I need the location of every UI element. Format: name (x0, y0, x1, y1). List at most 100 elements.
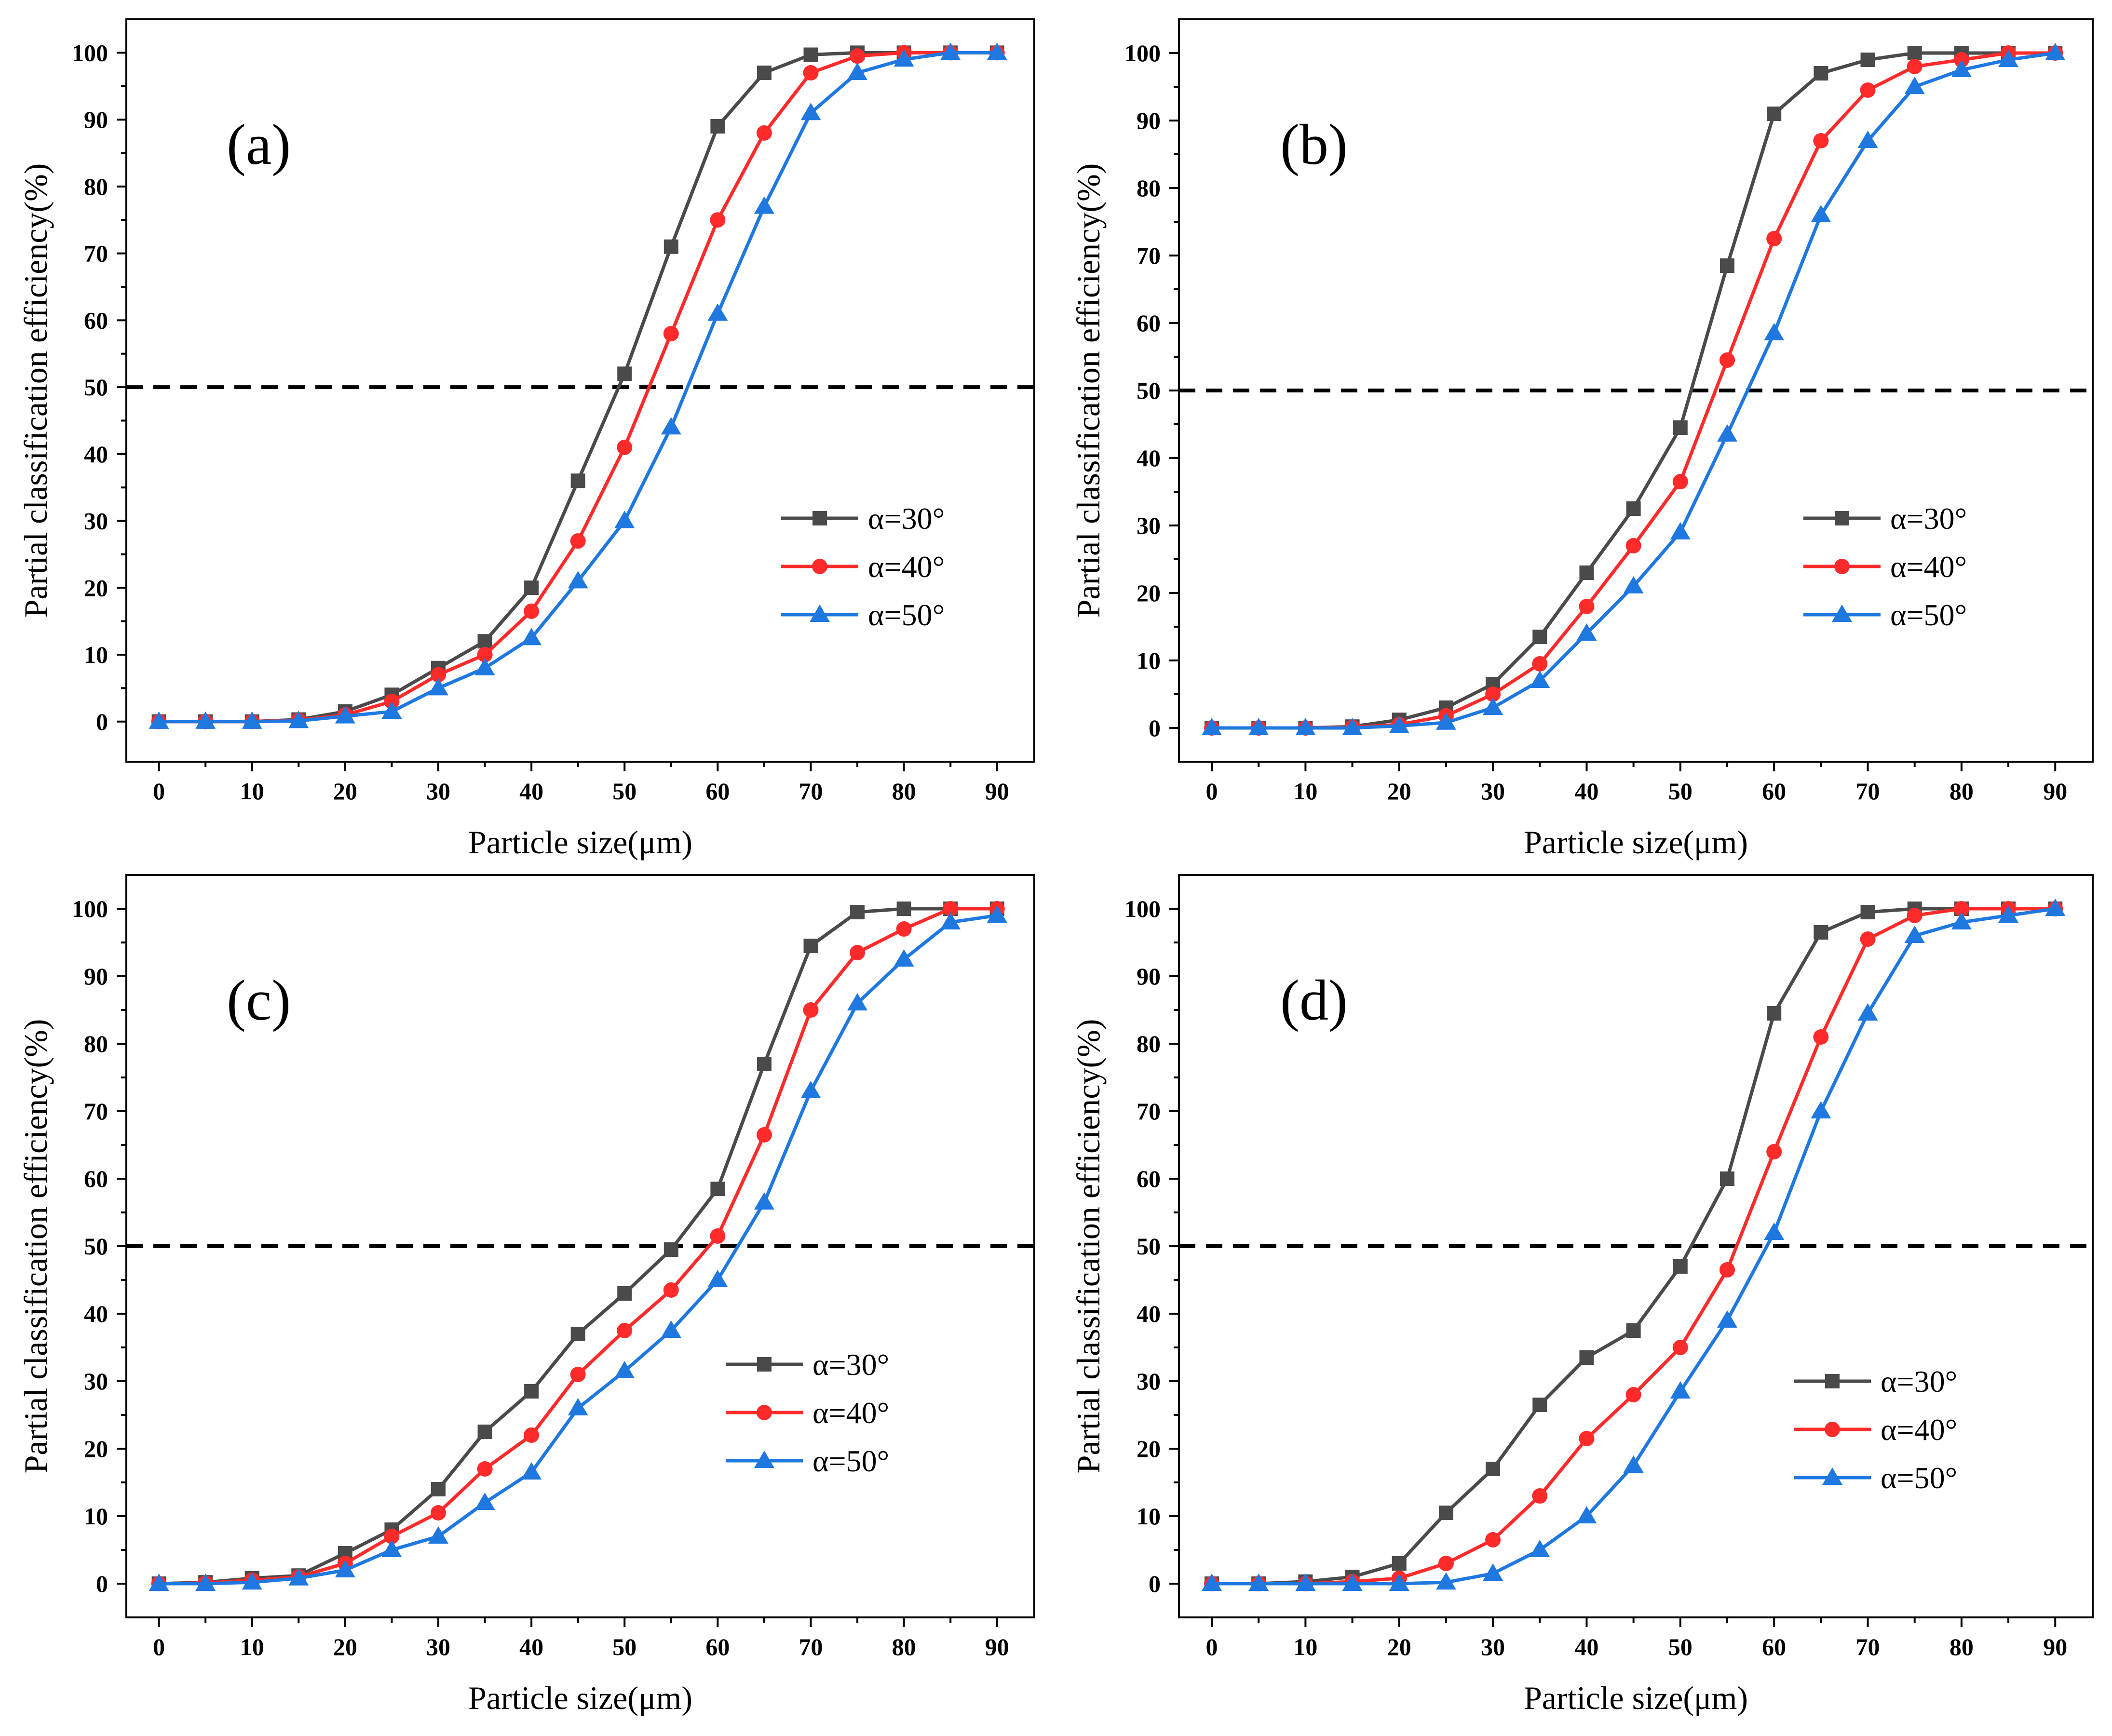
data-point-alpha50 (288, 711, 309, 728)
data-point-alpha30 (1720, 258, 1734, 273)
data-point-alpha40 (570, 533, 586, 549)
data-point-alpha30 (757, 1057, 772, 1071)
data-point-alpha50 (521, 1462, 542, 1480)
data-point-alpha50 (754, 1192, 774, 1210)
x-tick-label: 80 (892, 778, 916, 805)
y-axis-title: Partial classification efficiency(%) (1070, 163, 1107, 618)
data-point-alpha40 (1907, 908, 1922, 923)
data-point-alpha50 (707, 303, 728, 321)
data-point-alpha40 (1719, 352, 1735, 368)
data-point-alpha40 (1813, 1029, 1829, 1045)
data-point-alpha40 (850, 48, 866, 64)
data-point-alpha30 (1860, 905, 1875, 919)
data-point-alpha50 (2045, 43, 2066, 60)
plot-frame (125, 18, 1035, 763)
y-tick-label: 90 (84, 106, 108, 133)
y-tick-label: 30 (1137, 1368, 1161, 1395)
x-tick-label: 60 (705, 1633, 730, 1660)
data-point-alpha40 (1579, 1431, 1595, 1446)
data-point-alpha50 (521, 628, 542, 646)
data-point-alpha40 (943, 901, 959, 916)
data-point-alpha50 (661, 417, 681, 435)
y-tick-label: 90 (84, 963, 108, 990)
data-point-alpha30 (524, 580, 539, 595)
data-point-alpha50 (1389, 1574, 1409, 1591)
data-point-alpha50 (1811, 205, 1831, 222)
data-point-alpha50 (1576, 623, 1597, 641)
data-point-alpha50 (1764, 323, 1785, 340)
data-point-alpha40 (430, 1505, 446, 1521)
data-point-alpha30 (1720, 1171, 1734, 1186)
data-point-alpha50 (940, 912, 961, 929)
data-point-alpha30 (1767, 1006, 1782, 1021)
y-tick-label: 70 (84, 240, 108, 267)
data-point-alpha50 (1904, 77, 1925, 94)
data-point-alpha30 (431, 1482, 446, 1496)
y-tick-label: 20 (84, 1435, 108, 1462)
legend: α=30° α=40° α=50° (1794, 1364, 1957, 1495)
data-point-alpha40 (756, 125, 772, 141)
x-axis-title: Particle size(μm) (468, 1680, 692, 1716)
data-point-alpha30 (803, 47, 818, 62)
data-point-alpha50 (1483, 1563, 1503, 1581)
data-point-alpha50 (1623, 1455, 1644, 1473)
data-point-alpha50 (1248, 1574, 1269, 1591)
x-axis-title: Particle size(μm) (468, 824, 692, 861)
legend-label-alpha50: α=50° (812, 1444, 889, 1478)
data-point-alpha30 (710, 119, 725, 134)
chart-panel-2: 0 10 20 30 40 50 60 70 80 90 0 10 20 30 40 50 60 70 80 90 10… (1070, 18, 2094, 861)
data-point-alpha50 (987, 42, 1007, 60)
data-point-alpha40 (1579, 599, 1595, 614)
data-point-alpha30 (1579, 565, 1594, 580)
data-point-alpha50 (1951, 912, 1972, 929)
data-point-alpha30 (617, 1286, 632, 1301)
x-tick-label: 10 (1293, 1633, 1317, 1660)
legend-label-alpha40: α=40° (868, 550, 945, 584)
data-point-alpha40 (1860, 931, 1876, 947)
data-point-alpha50 (335, 706, 355, 724)
data-point-alpha30 (850, 905, 865, 919)
y-tick-label: 20 (84, 574, 108, 601)
data-point-alpha40 (617, 439, 633, 455)
data-point-alpha50 (800, 103, 821, 121)
data-point-alpha40 (803, 65, 819, 81)
data-point-alpha50 (847, 62, 868, 80)
y-tick-label: 100 (72, 39, 108, 66)
data-point-alpha30 (617, 366, 632, 381)
x-tick-label: 90 (2043, 778, 2067, 805)
legend-label-alpha40: α=40° (812, 1396, 889, 1430)
data-point-alpha30 (1392, 1556, 1407, 1571)
data-point-alpha40 (477, 1461, 493, 1477)
data-point-alpha30 (1814, 66, 1828, 81)
data-point-alpha50 (568, 1398, 588, 1415)
data-point-alpha40 (803, 1002, 819, 1018)
legend-marker-alpha30 (1825, 1374, 1840, 1388)
data-point-alpha50 (1202, 1574, 1222, 1591)
x-tick-label: 70 (799, 1633, 823, 1660)
data-point-alpha40 (1813, 133, 1829, 148)
legend-marker-alpha50 (1832, 605, 1852, 622)
data-point-alpha50 (614, 511, 635, 528)
legend-label-alpha50: α=50° (868, 598, 945, 632)
x-tick-label: 50 (612, 1633, 636, 1660)
x-tick-label: 20 (333, 778, 357, 805)
legend-label-alpha30: α=30° (1890, 501, 1967, 536)
data-point-alpha50 (381, 701, 402, 719)
x-tick-label: 30 (426, 778, 450, 805)
data-point-alpha50 (149, 1574, 169, 1591)
legend-marker-alpha30 (812, 511, 827, 525)
data-point-alpha40 (1953, 901, 1969, 916)
data-point-alpha30 (1860, 53, 1875, 67)
data-point-alpha50 (1951, 60, 1972, 77)
x-tick-label: 10 (1293, 778, 1317, 805)
data-point-alpha50 (1857, 1003, 1878, 1021)
legend-label-alpha40: α=40° (1890, 550, 1967, 584)
data-point-alpha40 (617, 1323, 633, 1338)
data-point-alpha40 (710, 212, 726, 228)
y-tick-label: 50 (1137, 377, 1161, 404)
y-tick-label: 20 (1137, 579, 1161, 606)
legend: α=30° α=40° α=50° (1803, 501, 1967, 632)
x-tick-label: 80 (1950, 778, 1974, 805)
x-tick-label: 40 (1574, 778, 1598, 805)
